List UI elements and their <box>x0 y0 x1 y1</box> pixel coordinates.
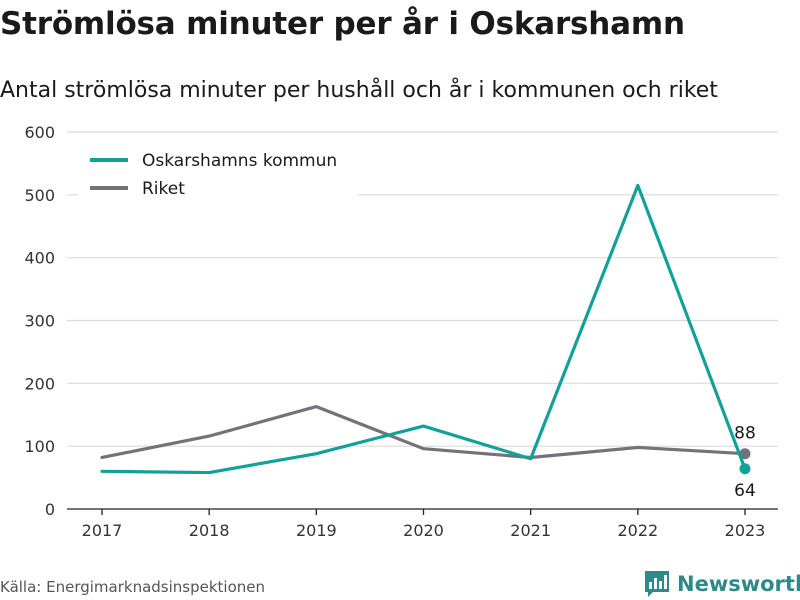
series-line-riket <box>100 404 747 460</box>
legend-label-riket: Riket <box>142 179 185 199</box>
data-label-riket: 88 <box>734 424 756 444</box>
x-tick-label: 2018 <box>189 521 230 540</box>
brand-logo: Newsworthy <box>644 568 800 600</box>
y-tick-label: 300 <box>24 312 55 331</box>
y-tick-label: 600 <box>24 123 55 142</box>
data-label-oskarshamns-kommun: 64 <box>734 481 756 501</box>
end-point-riket <box>739 448 751 460</box>
source-note: Källa: Energimarknadsinspektionen <box>0 578 266 596</box>
chart-subtitle: Antal strömlösa minuter per hushåll och … <box>0 78 718 103</box>
chart-title: Strömlösa minuter per år i Oskarshamn <box>0 6 685 42</box>
legend-background <box>78 146 358 204</box>
brand-name: Newsworthy <box>677 572 800 596</box>
series-lines: 64 88 <box>100 183 756 501</box>
y-axis-tick-labels: 0 100 200 300 400 500 600 <box>24 123 55 519</box>
y-tick-label: 400 <box>24 249 55 268</box>
bar-chart-logo-icon <box>645 571 669 597</box>
x-tick-label: 2022 <box>617 521 658 540</box>
legend: Oskarshamns kommun Riket <box>78 146 358 204</box>
x-axis: 2017 2018 2019 2020 2021 2022 2023 <box>67 508 778 540</box>
series-line-oskarshamns-kommun <box>100 183 747 475</box>
x-tick-label: 2023 <box>725 521 766 540</box>
end-point-oskarshamns-kommun <box>739 463 751 475</box>
y-tick-label: 100 <box>24 437 55 456</box>
x-tick-label: 2020 <box>403 521 444 540</box>
legend-label-oskarshamns-kommun: Oskarshamns kommun <box>142 151 337 171</box>
x-tick-label: 2019 <box>296 521 337 540</box>
x-tick-label: 2021 <box>510 521 551 540</box>
y-tick-label: 500 <box>24 186 55 205</box>
x-tick-label: 2017 <box>82 521 123 540</box>
y-tick-label: 200 <box>24 374 55 393</box>
y-tick-label: 0 <box>45 500 55 519</box>
